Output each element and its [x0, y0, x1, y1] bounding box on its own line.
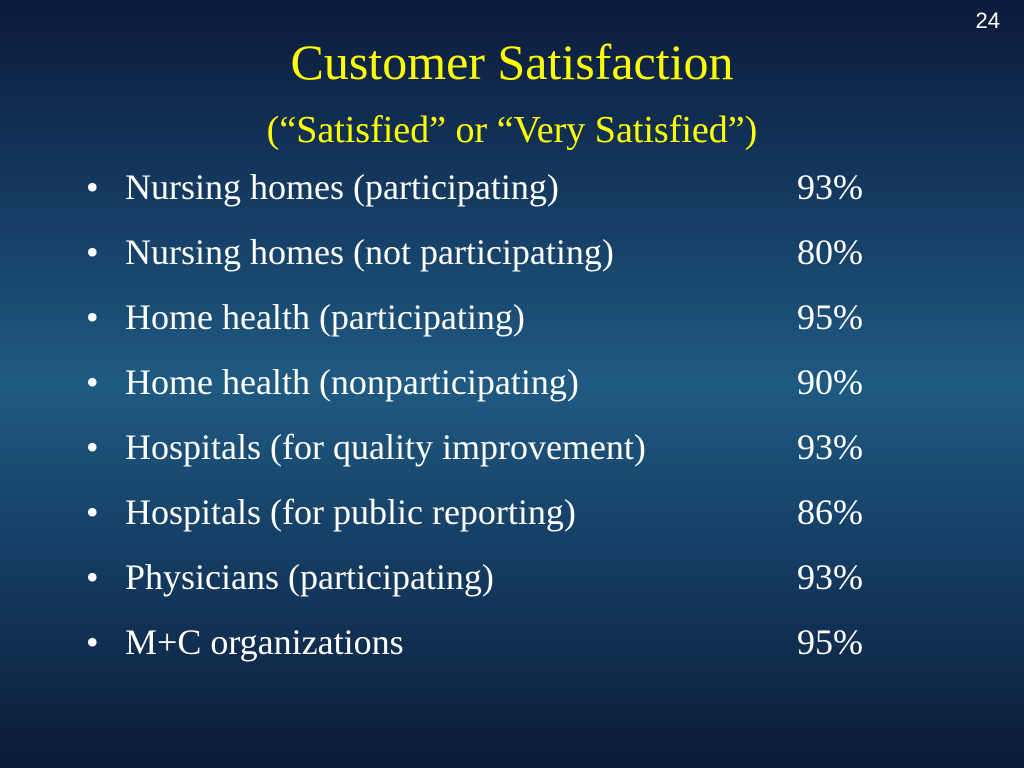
item-label: Physicians (participating)	[125, 557, 494, 597]
bullet-list: Nursing homes (participating)93%Nursing …	[0, 164, 1024, 684]
item-value: 93%	[797, 167, 863, 207]
bullet-item: Home health (nonparticipating) 90%	[0, 359, 1024, 424]
item-value: 93%	[797, 557, 863, 597]
item-label: Hospitals (for quality improvement)	[125, 427, 646, 467]
bullet-item: Hospitals (for public reporting) 86%	[0, 489, 1024, 554]
slide-title: Customer Satisfaction	[290, 34, 734, 90]
item-value: 93%	[797, 427, 863, 467]
item-label: Home health (nonparticipating)	[125, 362, 579, 402]
item-label: Home health (participating)	[125, 297, 525, 337]
item-value: 86%	[797, 492, 863, 532]
slide-number: 24	[975, 8, 1000, 33]
bullet-item: Home health (participating) 95%	[0, 294, 1024, 359]
item-value: 95%	[797, 622, 863, 662]
item-value: 90%	[797, 362, 863, 402]
item-label: Nursing homes (participating)	[125, 167, 559, 207]
item-value: 80%	[797, 232, 863, 272]
item-value: 95%	[797, 297, 863, 337]
bullet-item: Physicians (participating) 93%	[0, 554, 1024, 619]
slide-subtitle: (“Satisfied” or “Very Satisfied”)	[266, 109, 758, 151]
item-label: M+C organizations	[125, 622, 404, 662]
bullet-item: Hospitals (for quality improvement) 93%	[0, 424, 1024, 489]
bullet-item: Nursing homes (participating) 93%	[0, 164, 1024, 229]
bullet-item: Nursing homes (not participating) 80%	[0, 229, 1024, 294]
bullet-item: M+C organizations 95%	[0, 619, 1024, 684]
item-label: Nursing homes (not participating)	[125, 232, 614, 272]
item-label: Hospitals (for public reporting)	[125, 492, 576, 532]
